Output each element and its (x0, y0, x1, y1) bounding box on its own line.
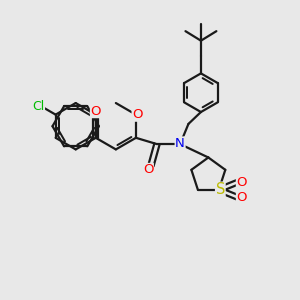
Text: O: O (91, 105, 101, 118)
Text: O: O (143, 164, 153, 176)
Text: Cl: Cl (32, 100, 44, 112)
Text: N: N (175, 137, 185, 150)
Text: S: S (216, 182, 225, 197)
Text: O: O (132, 108, 143, 121)
Text: O: O (236, 191, 247, 204)
Text: O: O (236, 176, 247, 189)
